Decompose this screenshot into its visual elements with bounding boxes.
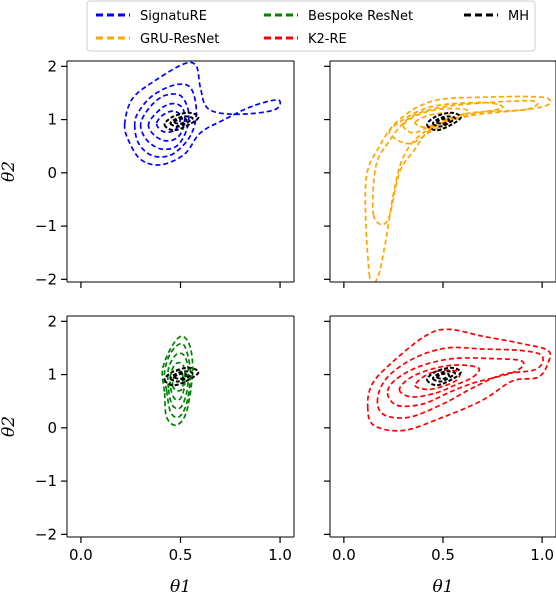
y-tick-label: −2 [35,525,57,543]
x-tick-label: 1.0 [530,546,554,564]
legend-label: Bespoke ResNet [308,9,413,24]
contour-line-2 [133,83,198,158]
mh-contour-line-1 [163,111,200,132]
y-axis-label: θ2 [0,161,19,182]
mh-contour-line-1 [426,111,462,132]
contour-line-1 [123,61,282,166]
x-axis-label: θ1 [170,577,191,596]
contour-group [123,61,282,166]
mh-contour-line-2 [431,115,456,128]
mh-contour-line-2 [169,370,194,383]
y-tick-label: 0 [47,164,57,182]
contour-line-1 [366,328,552,432]
y-tick-label: 2 [47,57,57,75]
contour-group [364,95,552,282]
y-tick-label: −2 [35,270,57,288]
y-tick-label: 2 [47,312,57,330]
x-tick-label: 0.0 [69,546,93,564]
contour-line-1 [161,335,194,427]
panel-bespoke-resnet: −2 −1 0 1 2 0.0 0.5 1.0 θ2 θ1 [0,312,295,596]
contour-line-2 [371,99,539,226]
contour-line-1 [364,95,552,282]
contour-line-3 [166,352,190,410]
contour-line-5 [414,112,455,128]
x-tick-label: 0.0 [332,546,356,564]
mh-contour-line-2 [431,370,456,383]
contour-line-4 [398,364,481,398]
contour-line-5 [414,369,461,391]
legend-frame [86,0,536,52]
mh-contour-line-2 [169,115,194,128]
y-tick-label: −1 [35,472,57,490]
y-tick-label: −1 [35,217,57,235]
contour-line-4 [147,102,186,142]
mh-contour-line-1 [426,366,462,387]
x-tick-label: 0.5 [169,546,193,564]
contour-line-4 [402,107,468,134]
panel-gru-resnet [324,60,556,288]
y-axis-label: θ2 [0,416,19,437]
x-tick-label: 1.0 [268,546,292,564]
x-tick-label: 0.5 [431,546,455,564]
y-tick-label: 1 [47,111,57,129]
contour-line-3 [139,93,190,151]
mh-contour-line-3 [436,117,451,125]
mh-contour-line-3 [436,372,451,380]
mh-contour-line-1 [163,366,200,387]
mh-contour-line-3 [173,117,188,125]
legend-label: MH [508,9,529,24]
contour-group [366,328,552,432]
legend: SignatuRE GRU-ResNet Bespoke ResNet K2-RE MH [86,0,536,52]
contour-group [161,335,200,427]
panel-k2-re: 0.0 0.5 1.0 θ1 [324,315,556,596]
legend-label: SignatuRE [140,9,207,24]
contour-line-2 [163,342,192,419]
y-tick-label: 1 [47,366,57,384]
y-tick-label: 0 [47,419,57,437]
mh-contour-line-3 [173,372,188,380]
panel-signature: −2 −1 0 1 2 θ2 [0,57,295,288]
x-axis-label: θ1 [432,577,453,596]
contour-line-3 [388,101,504,145]
contour-line-3 [386,357,525,408]
legend-label: K2-RE [308,32,347,47]
legend-label: GRU-ResNet [140,32,219,47]
contour-line-4 [169,361,186,401]
